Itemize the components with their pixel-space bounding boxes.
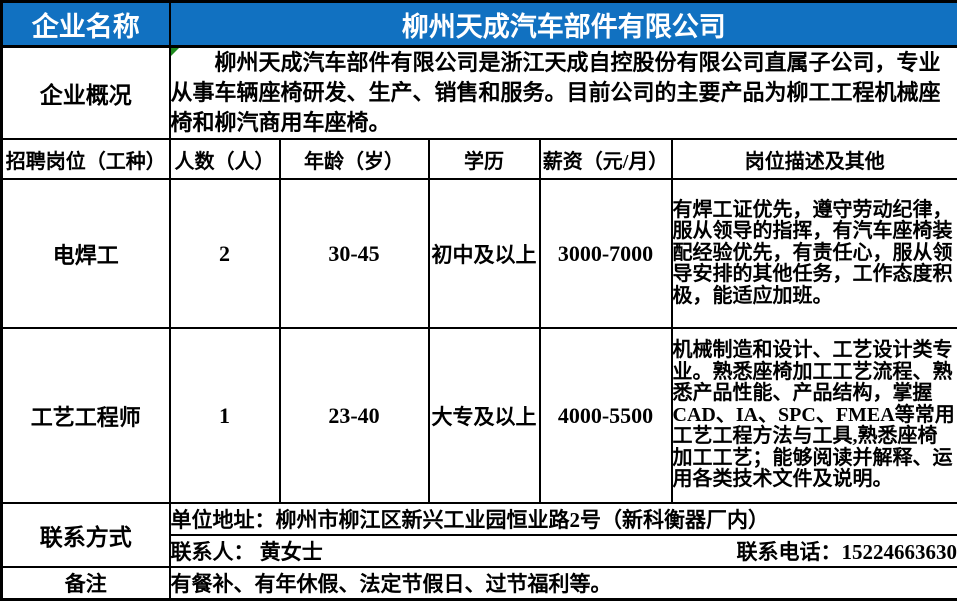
table-header-row: 招聘岗位（工种） 人数（人） 年龄（岁） 学历 薪资（元/月） 岗位描述及其他 — [2, 139, 957, 179]
contact-phone-text: 联系电话：15224663630 — [737, 536, 957, 566]
company-name-value: 柳州天成汽车部件有限公司 — [170, 2, 957, 47]
company-profile-label: 企业概况 — [2, 47, 170, 140]
remark-text-cell: 有餐补、有年休假、法定节假日、过节福利等。 — [170, 567, 957, 600]
column-header-description: 岗位描述及其他 — [672, 139, 957, 179]
job-education-cell: 初中及以上 — [429, 179, 540, 328]
column-header-salary: 薪资（元/月） — [540, 139, 672, 179]
job-age-cell: 30-45 — [280, 179, 429, 328]
contact-address-cell: 单位地址：柳州市柳江区新兴工业园恒业路2号（新科衡器厂内） — [170, 503, 957, 535]
contact-label: 联系方式 — [2, 503, 170, 567]
job-education-cell: 大专及以上 — [429, 328, 540, 503]
column-header-position: 招聘岗位（工种） — [2, 139, 170, 179]
recruitment-sheet: 企业名称 柳州天成汽车部件有限公司 企业概况 柳州天成汽车部件有限公司是浙江天成… — [0, 0, 957, 581]
job-row-process-engineer: 工艺工程师 1 23-40 大专及以上 4000-5500 机械制造和设计、工艺… — [2, 328, 957, 503]
company-name-label: 企业名称 — [2, 2, 170, 47]
column-header-count: 人数（人） — [170, 139, 280, 179]
job-row-welder: 电焊工 2 30-45 初中及以上 3000-7000 有焊工证优先，遵守劳动纪… — [2, 179, 957, 328]
column-header-education: 学历 — [429, 139, 540, 179]
company-profile-cell: 柳州天成汽车部件有限公司是浙江天成自控股份有限公司直属子公司，专业从事车辆座椅研… — [170, 47, 957, 140]
job-salary-cell: 4000-5500 — [540, 328, 672, 503]
job-position-cell: 工艺工程师 — [2, 328, 170, 503]
job-count-cell: 2 — [170, 179, 280, 328]
company-profile-row: 企业概况 柳州天成汽车部件有限公司是浙江天成自控股份有限公司直属子公司，专业从事… — [2, 47, 957, 140]
column-header-age: 年龄（岁） — [280, 139, 429, 179]
job-description-cell: 机械制造和设计、工艺设计类专业。熟悉座椅加工工艺流程、熟悉产品性能、产品结构，掌… — [672, 328, 957, 503]
job-description-cell: 有焊工证优先，遵守劳动纪律，服从领导的指挥，有汽车座椅装配经验优先，有责任心，服… — [672, 179, 957, 328]
remark-label: 备注 — [2, 567, 170, 600]
remark-row: 备注 有餐补、有年休假、法定节假日、过节福利等。 — [2, 567, 957, 600]
contact-person-cell: 联系人： 黄女士 联系电话：15224663630 — [170, 535, 957, 567]
cell-corner-marker-icon — [171, 48, 179, 56]
job-age-cell: 23-40 — [280, 328, 429, 503]
contact-address-row: 联系方式 单位地址：柳州市柳江区新兴工业园恒业路2号（新科衡器厂内） — [2, 503, 957, 535]
job-position-cell: 电焊工 — [2, 179, 170, 328]
company-title-row: 企业名称 柳州天成汽车部件有限公司 — [2, 2, 957, 47]
company-profile-text: 柳州天成汽车部件有限公司是浙江天成自控股份有限公司直属子公司，专业从事车辆座椅研… — [171, 48, 957, 138]
job-count-cell: 1 — [170, 328, 280, 503]
job-salary-cell: 3000-7000 — [540, 179, 672, 328]
contact-person-text: 联系人： 黄女士 — [171, 536, 323, 566]
